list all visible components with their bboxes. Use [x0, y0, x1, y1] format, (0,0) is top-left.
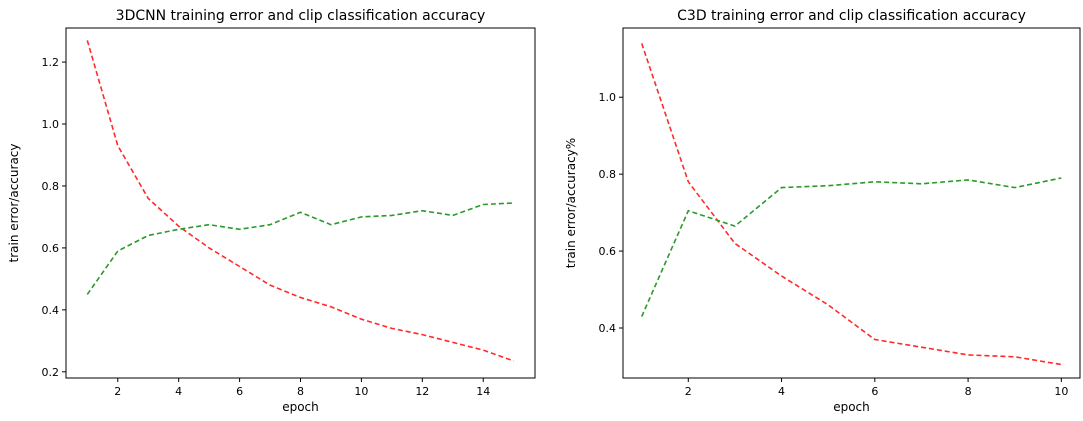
- x-tick-label: 2: [114, 385, 121, 398]
- series-line-2: [86, 202, 514, 295]
- y-tick-label: 0.8: [42, 180, 60, 193]
- x-tick-label: 8: [297, 385, 304, 398]
- y-tick-label: 0.8: [599, 168, 617, 181]
- x-tick-label: 4: [175, 385, 182, 398]
- chart-2: 2 4 6 8 10 0.4 0.6 0.8 1.0 C3D training error and…: [564, 8, 1081, 414]
- chart-title: C3D training error and clip classificati…: [677, 8, 1026, 24]
- x-tick-label: 6: [236, 385, 243, 398]
- y-tick-label: 1.0: [42, 118, 60, 131]
- x-tick-label: 8: [965, 385, 972, 398]
- x-axis-label: epoch: [282, 400, 319, 414]
- y-tick-label: 0.6: [42, 242, 60, 255]
- plot-frame: [65, 27, 536, 379]
- y-tick-label: 1.0: [599, 91, 617, 104]
- chart-title: 3DCNN training error and clip classifica…: [116, 8, 486, 24]
- x-tick-label: 4: [778, 385, 785, 398]
- x-tick-label: 10: [1054, 385, 1068, 398]
- y-tick-label: 1.2: [42, 56, 60, 69]
- x-tick-label: 2: [685, 385, 692, 398]
- y-axis-label: train error/accuracy: [7, 144, 21, 263]
- y-tick-label: 0.2: [42, 366, 60, 379]
- y-axis-label: train error/accuracy%: [564, 138, 578, 268]
- x-tick-label: 12: [415, 385, 429, 398]
- series-line-1: [86, 40, 514, 362]
- x-axis-label: epoch: [833, 400, 870, 414]
- y-tick-label: 0.6: [599, 245, 617, 258]
- y-tick-label: 0.4: [599, 322, 617, 335]
- plot-frame: [622, 27, 1081, 379]
- x-tick-label: 6: [871, 385, 878, 398]
- y-tick-label: 0.4: [42, 304, 60, 317]
- chart-1: 2 4 6 8 10 12 14 0.2 0.4 0.6 0.8 1.0 1.2 3DCNN traini…: [7, 8, 536, 414]
- x-tick-label: 10: [354, 385, 368, 398]
- series-line-1: [640, 43, 1062, 366]
- x-tick-label: 14: [476, 385, 490, 398]
- series-line-2: [640, 177, 1062, 317]
